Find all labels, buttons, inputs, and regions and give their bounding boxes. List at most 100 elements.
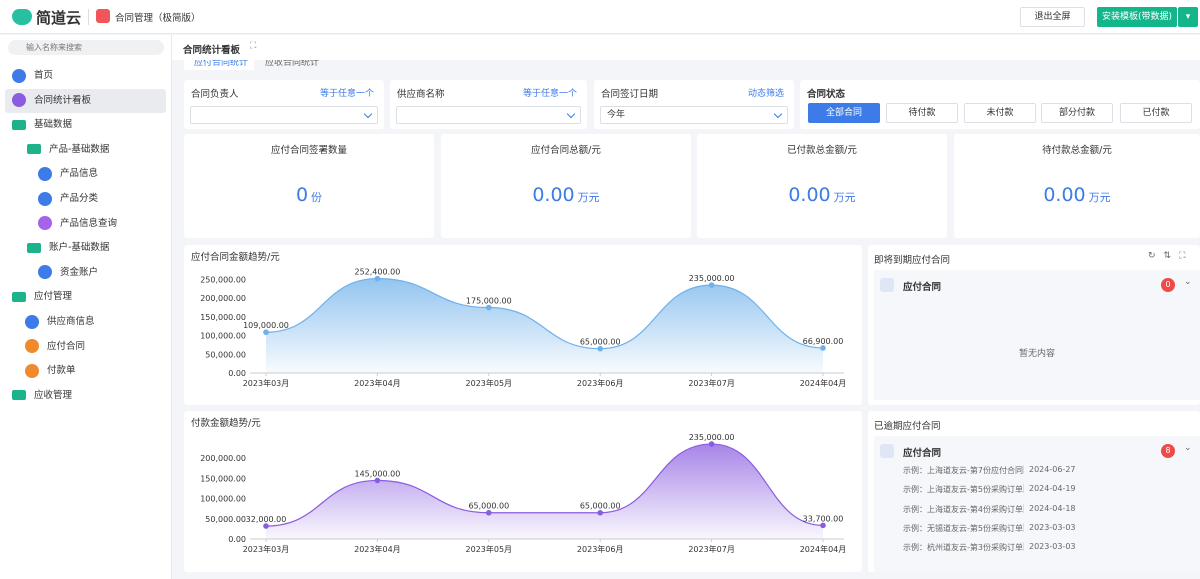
- status-button[interactable]: 已付款: [1120, 103, 1192, 123]
- filter-label: 供应商名称: [397, 89, 445, 100]
- filter-label: 合同签订日期: [601, 89, 659, 100]
- group: 应付合同 8 ⌄ 示例：上海道友云-第7份应付合同 2024-06-27 示例：上海道友云…: [874, 436, 1200, 572]
- collapse[interactable]: ⌄: [1184, 443, 1192, 453]
- icon: [12, 93, 26, 108]
- x-tick-label: 2024年04月: [800, 378, 847, 388]
- label: 产品信息: [60, 168, 99, 180]
- filter-mode[interactable]: 等于任意一个: [522, 89, 577, 99]
- label: 应付合同: [47, 340, 86, 352]
- subtab[interactable]: 应付合同统计: [194, 60, 249, 68]
- tab[interactable]: 合同统计看板: [183, 45, 241, 56]
- sidebar-item[interactable]: 合同统计看板: [5, 88, 166, 113]
- header: 简道云 合同管理（极简版） 退出全屏 安装模板(带数据) ▾: [0, 0, 1200, 34]
- label: 付款单: [47, 365, 76, 377]
- point: [597, 345, 603, 352]
- sidebar-item[interactable]: 首页: [0, 64, 172, 88]
- icon: [25, 363, 39, 378]
- icon: [27, 242, 41, 253]
- panel-tools[interactable]: ↻⇅⛶: [1148, 251, 1194, 261]
- sidebar: 输入名称来搜索: [0, 35, 172, 579]
- sidebar-item[interactable]: 产品信息: [0, 162, 172, 186]
- subtab[interactable]: 应收合同统计: [265, 60, 320, 68]
- list-row[interactable]: 示例：上海道友云-第4份采购订单 2024-04-18: [903, 503, 1076, 515]
- list-row[interactable]: 示例：无锡道友云-第5份采购订单 2023-03-03: [903, 522, 1076, 534]
- y-tick-label: 0.00: [228, 535, 246, 544]
- x-tick-label: 2023年04月: [354, 378, 401, 388]
- sidebar-item[interactable]: 产品信息查询: [0, 212, 172, 236]
- select[interactable]: [396, 106, 581, 124]
- sidebar-item[interactable]: 产品分类: [0, 187, 172, 211]
- sidebar-item[interactable]: 资金账户: [0, 261, 172, 285]
- collapse[interactable]: ⌄: [1184, 277, 1192, 287]
- icon: [12, 119, 26, 130]
- chart: 付款金额趋势/元 0.00 50,000.00 100,000.00 150,000.0…: [191, 417, 846, 554]
- group: 应付合同 0 ⌄ 暂无内容: [874, 270, 1200, 400]
- kpi-unit: 万元: [833, 191, 856, 204]
- area: [266, 444, 823, 539]
- sidebar-item[interactable]: 账户-基础数据: [0, 236, 172, 260]
- list-row[interactable]: 示例：上海道友云-第5份采购订单 2024-04-19: [903, 484, 1076, 495]
- point: [374, 275, 381, 282]
- select[interactable]: 今年: [600, 106, 788, 124]
- label: 应付管理: [34, 291, 73, 303]
- list-row[interactable]: 示例：杭州道友云-第3份采购订单 2023-03-03: [903, 542, 1076, 553]
- icon: [38, 265, 52, 280]
- label: 产品-基础数据: [49, 143, 110, 155]
- kpi-title: 已付款总金额/元: [787, 145, 857, 156]
- icon: [27, 144, 41, 155]
- sidebar-item[interactable]: 应付合同: [0, 335, 172, 359]
- sidebar-item[interactable]: 产品-基础数据: [0, 138, 172, 162]
- value-label: 175,000.00: [466, 297, 512, 306]
- install-template[interactable]: 安装模板(带数据): [1097, 7, 1177, 27]
- y-tick-label: 200,000.00: [200, 454, 246, 463]
- exit-fullscreen[interactable]: 退出全屏: [1020, 7, 1085, 27]
- label: 供应商信息: [47, 316, 95, 327]
- group-name: 应付合同: [903, 448, 942, 459]
- value-label: 235,000.00: [689, 433, 735, 442]
- sidebar-item[interactable]: 应收管理: [0, 384, 172, 408]
- search[interactable]: 输入名称来搜索: [8, 40, 164, 55]
- point: [263, 523, 269, 529]
- label: 资金账户: [60, 266, 99, 278]
- status-button[interactable]: 未付款: [964, 103, 1036, 123]
- sidebar-item[interactable]: 基础数据: [0, 113, 172, 137]
- list-row[interactable]: 示例：上海道友云-第7份应付合同 2024-06-27: [903, 465, 1076, 476]
- kpi-title: 待付款总金额/元: [1042, 145, 1112, 156]
- status-label: 合同状态: [807, 89, 846, 100]
- line: [265, 443, 824, 527]
- kpi-value: 0.00 万元: [697, 184, 947, 206]
- status-button[interactable]: 全部合同: [808, 103, 880, 123]
- x-tick-label: 2023年07月: [688, 378, 735, 388]
- chart-title: 付款金额趋势/元: [191, 417, 261, 429]
- value-label: 65,000.00: [468, 502, 509, 511]
- status-button[interactable]: 部分付款: [1041, 103, 1113, 123]
- kpi-number: 0.00: [788, 184, 831, 206]
- chart-title: 应付合同金额趋势/元: [191, 251, 280, 263]
- kpi-title: 应付合同签署数量: [270, 145, 347, 156]
- filter-mode[interactable]: 动态筛选: [747, 89, 784, 99]
- expand-icon[interactable]: ⛶: [250, 41, 257, 51]
- filter: 合同负责人 等于任意一个: [184, 80, 384, 129]
- icon: [38, 191, 52, 206]
- logo: 简道云: [36, 9, 82, 27]
- y-tick-label: 100,000.00: [200, 332, 246, 341]
- sidebar-item[interactable]: 应付管理: [0, 285, 172, 309]
- y-tick-label: 250,000.00: [200, 275, 246, 284]
- kpi-unit: 万元: [577, 191, 600, 204]
- icon: [12, 390, 26, 401]
- value-label: 65,000.00: [580, 338, 621, 347]
- sidebar-item[interactable]: 付款单: [0, 359, 172, 383]
- status-button[interactable]: 待付款: [886, 103, 958, 123]
- sidebar-item[interactable]: 供应商信息: [0, 310, 172, 334]
- point: [708, 441, 715, 447]
- divider: [88, 9, 89, 25]
- select[interactable]: [190, 106, 378, 124]
- x-tick-label: 2023年06月: [577, 378, 624, 388]
- row-name: 示例：杭州道友云-第3份采购订单: [903, 543, 1023, 553]
- y-tick-label: 150,000.00: [200, 313, 246, 322]
- area: [266, 278, 823, 373]
- filter-mode[interactable]: 等于任意一个: [319, 89, 374, 99]
- install-dropdown[interactable]: ▾: [1178, 7, 1198, 27]
